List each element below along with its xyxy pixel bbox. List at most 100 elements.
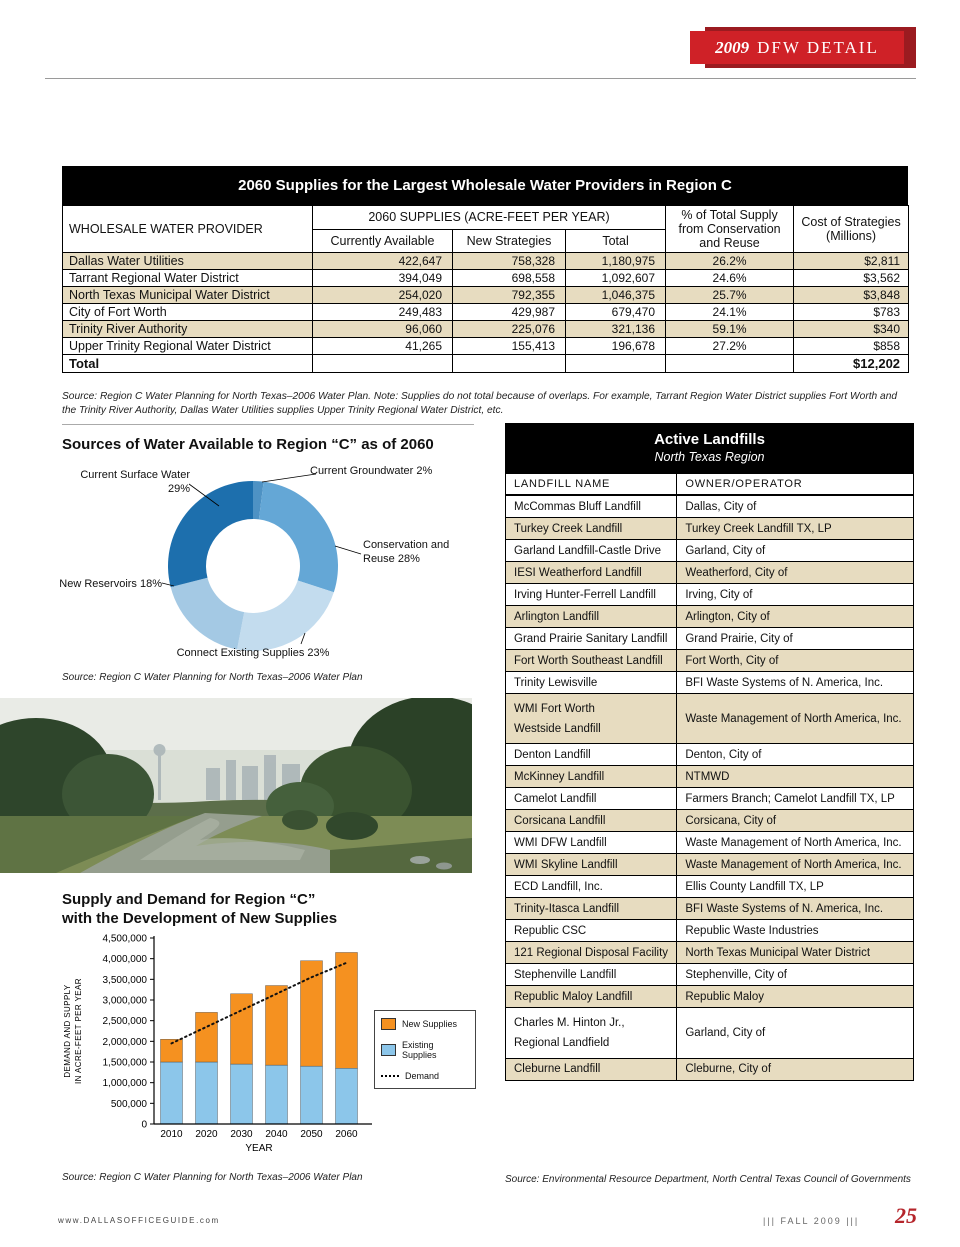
col-header-owner-operator: OWNER/OPERATOR — [676, 473, 914, 496]
supply-cell-new_strategies: 429,987 — [452, 303, 566, 321]
new-supplies-swatch — [381, 1018, 396, 1030]
footer-page-number: 25 — [895, 1203, 917, 1228]
pie-label: Connect Existing Supplies 23% — [176, 647, 330, 659]
supply-cell-provider: Upper Trinity Regional Water District — [62, 337, 313, 355]
bar-chart-title: Supply and Demand for Region “C” with th… — [62, 891, 482, 929]
landfill-row: Irving Hunter-Ferrell Landfill Irving, Ci… — [504, 583, 914, 606]
landfill-name-cell: Republic Maloy Landfill — [504, 985, 678, 1009]
legend-item-existing-supplies: Existing Supplies — [381, 1040, 469, 1061]
landfill-owner-cell: Ellis County Landfill TX, LP — [676, 875, 914, 899]
y-axis-title: IN ACRE-FEET PER YEAR — [74, 978, 83, 1084]
bar-segment — [265, 1064, 288, 1125]
supply-cell-cost: $783 — [793, 303, 910, 321]
supply-cell-provider: Dallas Water Utilities — [62, 252, 313, 270]
landfill-name-cell: Cleburne Landfill — [504, 1057, 678, 1081]
landfill-name-cell: ECD Landfill, Inc. — [504, 875, 678, 899]
supply-table: WHOLESALE WATER PROVIDER 2060 SUPPLIES (… — [62, 205, 910, 373]
pie-leader-line — [161, 582, 175, 587]
landfill-name-cell: Corsicana Landfill — [504, 809, 678, 833]
landfill-row: Turkey Creek Landfill Turkey Creek Landfi… — [504, 517, 914, 540]
legend-label-new-supplies: New Supplies — [402, 1018, 458, 1029]
landfill-owner-cell: Dallas, City of — [676, 494, 914, 518]
supply-cell-pct: 24.6% — [665, 269, 795, 287]
bar-segment — [300, 1065, 323, 1125]
legend-item-new-supplies: New Supplies — [381, 1018, 469, 1030]
supply-row: North Texas Municipal Water District 254,… — [62, 286, 910, 304]
landfill-row: Cleburne Landfill Cleburne, City of — [504, 1057, 914, 1081]
landfill-owner-cell: Corsicana, City of — [676, 809, 914, 833]
landfill-row: WMI Fort Worth Westside Landfill Waste Ma… — [504, 692, 914, 745]
y-tick-label: 500,000 — [111, 1099, 148, 1110]
x-axis-title: YEAR — [245, 1143, 272, 1154]
landfill-row: Republic Maloy Landfill Republic Maloy — [504, 985, 914, 1009]
bar-legend: New Supplies Existing Supplies Demand — [374, 1010, 476, 1090]
landfill-owner-cell: Garland, City of — [676, 1007, 914, 1059]
bar-chart: 0 500,000 1,000,000 1,500,000 2,000,000 2,500… — [58, 928, 478, 1163]
landfill-owner-cell: Republic Waste Industries — [676, 919, 914, 943]
supply-cell-cost: $3,848 — [793, 286, 910, 304]
landfill-name-cell: WMI Fort Worth Westside Landfill — [504, 692, 678, 745]
total-cost: $12,202 — [793, 354, 910, 373]
supply-table-source: Source: Region C Water Planning for Nort… — [62, 391, 898, 416]
supply-cell-provider: City of Fort Worth — [62, 303, 313, 321]
pie-slice — [170, 577, 245, 650]
landfill-name-cell: Charles M. Hinton Jr., Regional Landfiel… — [504, 1007, 678, 1059]
landfill-owner-cell: Waste Management of North America, Inc. — [676, 831, 914, 855]
landfill-row: 121 Regional Disposal Facility North Texa… — [504, 941, 914, 965]
bar-segment — [335, 1067, 358, 1125]
legend-label-demand: Demand — [405, 1070, 440, 1081]
supply-cell-cost: $340 — [793, 320, 910, 338]
supply-row: Trinity River Authority 96,060 225,076 321,… — [62, 320, 910, 338]
y-tick-label: 0 — [141, 1120, 147, 1131]
x-tick-label: 2020 — [195, 1129, 218, 1140]
landfill-name-cell: Fort Worth Southeast Landfill — [504, 649, 678, 672]
landfill-row: WMI Skyline Landfill Waste Management of … — [504, 853, 914, 877]
landfill-row: ECD Landfill, Inc. Ellis County Landfill … — [504, 875, 914, 899]
banner-front-block: 2009 DFW DETAIL — [690, 31, 904, 64]
landfill-name-cell: IESI Weatherford Landfill — [504, 561, 678, 584]
supply-cell-available: 41,265 — [312, 337, 453, 355]
col-header-landfill-name: LANDFILL NAME — [504, 473, 678, 496]
supply-cell-total: 1,046,375 — [564, 286, 667, 304]
pie-slice — [237, 580, 334, 651]
supply-cell-new_strategies: 698,558 — [452, 269, 566, 287]
supply-cell-provider: Tarrant Regional Water District — [62, 269, 313, 287]
landfill-row: McKinney Landfill NTMWD — [504, 765, 914, 789]
landfill-name-cell: Stephenville Landfill — [504, 963, 678, 987]
landfill-name-cell: Irving Hunter-Ferrell Landfill — [504, 583, 678, 606]
landfill-owner-cell: North Texas Municipal Water District — [676, 941, 914, 965]
landfills-table: LANDFILL NAME OWNER/OPERATOR McCommas Bl… — [504, 473, 914, 1081]
supply-cell-total: 196,678 — [564, 337, 667, 355]
bar-segment — [160, 1061, 183, 1125]
supply-cell-total: 321,136 — [564, 320, 667, 338]
legend-label-existing-supplies: Existing Supplies — [402, 1040, 437, 1061]
supply-cell-new_strategies: 758,328 — [452, 252, 566, 270]
x-tick-label: 2010 — [160, 1129, 183, 1140]
y-tick-label: 4,500,000 — [103, 934, 148, 945]
x-tick-label: 2050 — [300, 1129, 323, 1140]
footer-website: www.DALLASOFFICEGUIDE.com — [58, 1216, 220, 1225]
landfill-name-cell: McCommas Bluff Landfill — [504, 494, 678, 518]
col-header-new-strategies: New Strategies — [452, 228, 566, 253]
supply-cell-new_strategies: 225,076 — [452, 320, 566, 338]
y-tick-label: 2,000,000 — [103, 1037, 148, 1048]
supply-table-body: Dallas Water Utilities 422,647 758,328 1,18… — [62, 252, 910, 355]
existing-supplies-swatch — [381, 1044, 396, 1057]
landfill-owner-cell: Cleburne, City of — [676, 1057, 914, 1081]
landfill-owner-cell: Arlington, City of — [676, 605, 914, 628]
x-tick-label: 2040 — [265, 1129, 288, 1140]
supply-cell-available: 96,060 — [312, 320, 453, 338]
pie-slice — [168, 481, 253, 588]
col-group-header-supplies: 2060 SUPPLIES (ACRE-FEET PER YEAR) — [311, 205, 667, 230]
landfill-row: Arlington Landfill Arlington, City of — [504, 605, 914, 628]
dfw-detail-banner: 2009 DFW DETAIL — [690, 27, 916, 69]
supply-row: Tarrant Regional Water District 394,049 69… — [62, 269, 910, 287]
supply-row: Dallas Water Utilities 422,647 758,328 1,18… — [62, 252, 910, 270]
x-tick-label: 2060 — [335, 1129, 358, 1140]
landfill-row: WMI DFW Landfill Waste Management of Nort… — [504, 831, 914, 855]
landfill-name-cell: Turkey Creek Landfill — [504, 517, 678, 540]
landfill-row: Denton Landfill Denton, City of — [504, 743, 914, 767]
supply-cell-total: 1,180,975 — [564, 252, 667, 270]
pie-svg — [161, 473, 362, 651]
supply-cell-new_strategies: 155,413 — [452, 337, 566, 355]
